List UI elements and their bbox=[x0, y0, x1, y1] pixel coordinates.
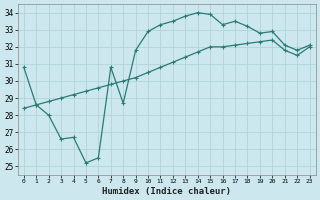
X-axis label: Humidex (Indice chaleur): Humidex (Indice chaleur) bbox=[102, 187, 231, 196]
